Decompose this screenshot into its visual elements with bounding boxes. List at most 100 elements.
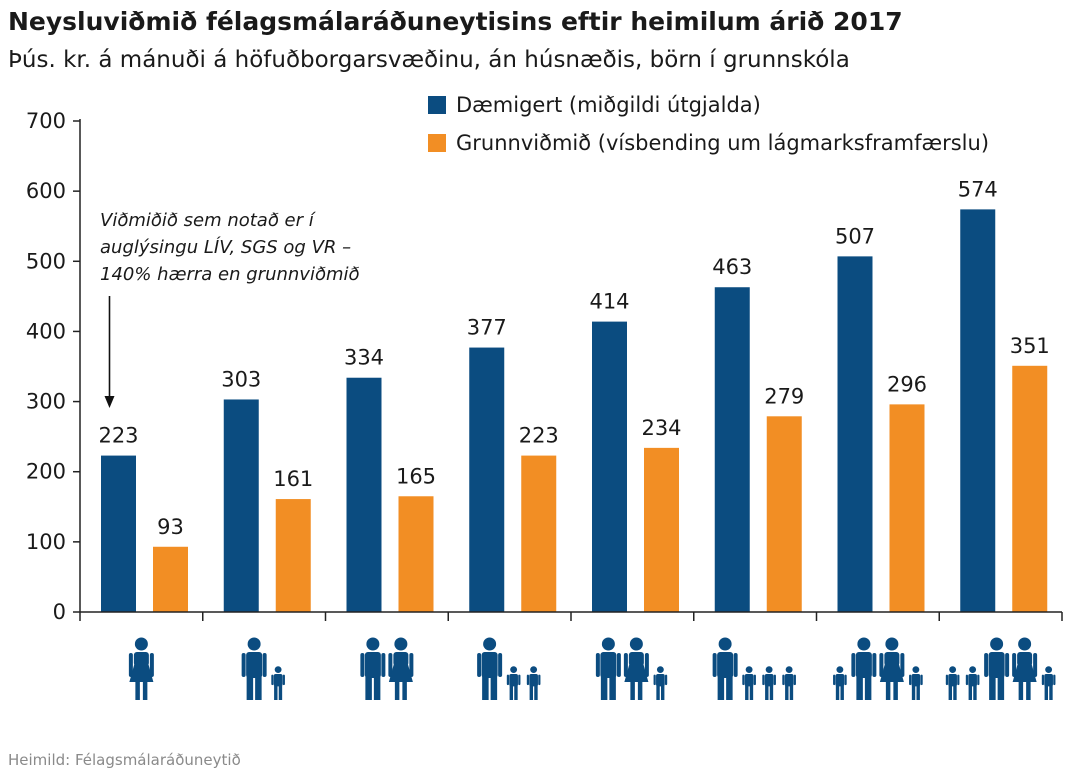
- bar-typical: [960, 209, 996, 612]
- leg: [835, 685, 840, 700]
- torso: [855, 652, 872, 678]
- leg: [514, 685, 518, 700]
- data-label: 377: [467, 316, 507, 340]
- arm: [518, 674, 521, 686]
- man-icon: [477, 637, 503, 700]
- leg: [142, 681, 148, 700]
- arm: [506, 674, 510, 686]
- arm: [872, 653, 877, 677]
- leg: [973, 685, 977, 700]
- arm: [271, 674, 274, 686]
- woman-icon: [388, 637, 414, 700]
- leg: [630, 681, 635, 700]
- body: [835, 673, 845, 687]
- leg: [482, 676, 489, 700]
- head: [912, 666, 920, 674]
- arm: [773, 674, 776, 686]
- data-label: 296: [887, 372, 927, 396]
- leg: [745, 685, 749, 700]
- arm: [381, 653, 386, 677]
- child-icon: [526, 666, 541, 700]
- man-icon: [241, 637, 267, 700]
- leg: [749, 685, 754, 700]
- bar-typical: [592, 321, 627, 612]
- arm: [733, 653, 738, 677]
- arm: [1041, 674, 1045, 686]
- torso: [481, 652, 498, 678]
- data-label: 234: [641, 416, 681, 440]
- head: [601, 637, 615, 651]
- head: [949, 666, 957, 674]
- arm: [920, 674, 923, 686]
- arm: [623, 653, 628, 677]
- leg: [893, 681, 898, 700]
- data-label: 303: [221, 367, 261, 391]
- torso: [133, 652, 149, 666]
- leg: [394, 681, 400, 700]
- leg: [989, 676, 996, 700]
- arm: [262, 653, 267, 677]
- chart-title: Neysluviðmið félagsmálaráðuneytisins eft…: [8, 7, 903, 36]
- arm: [1012, 653, 1017, 677]
- bar-typical: [837, 256, 873, 612]
- bar-base: [644, 447, 679, 612]
- arm: [1005, 653, 1010, 677]
- chart-subtitle: Þús. kr. á mánuði á höfuðborgarsvæðinu, …: [8, 47, 850, 73]
- bar-typical: [469, 347, 505, 612]
- head: [366, 637, 380, 651]
- arm: [360, 653, 365, 677]
- arm: [984, 653, 989, 677]
- body: [1044, 673, 1053, 687]
- head: [885, 637, 899, 651]
- bar-typical: [346, 377, 382, 612]
- head: [857, 637, 871, 651]
- head: [247, 637, 261, 651]
- torso: [884, 652, 900, 666]
- legend-swatch: [428, 134, 446, 152]
- arm: [616, 653, 621, 677]
- legend-swatch: [428, 96, 446, 114]
- arm: [282, 674, 285, 686]
- head: [510, 666, 518, 674]
- leg: [840, 685, 844, 700]
- arm: [977, 674, 980, 686]
- child-icon: [833, 666, 847, 700]
- arm: [595, 653, 600, 677]
- head: [836, 666, 844, 674]
- data-label: 463: [712, 255, 752, 279]
- annotation: Viðmiðið sem notað er í auglýsingu LÍV, S…: [100, 210, 360, 408]
- leg: [637, 681, 643, 700]
- leg: [274, 685, 278, 700]
- leg: [135, 681, 140, 700]
- arm: [644, 653, 649, 677]
- arm: [1053, 674, 1056, 686]
- head: [656, 666, 664, 674]
- arm: [965, 674, 969, 686]
- body: [911, 673, 921, 687]
- leg: [1026, 681, 1031, 700]
- body: [948, 673, 957, 687]
- bar-typical: [714, 287, 750, 612]
- arm: [900, 653, 905, 677]
- legend-label: Dæmigert (miðgildi útgjalda): [456, 93, 761, 117]
- bar-typical: [223, 399, 259, 612]
- head: [718, 637, 732, 651]
- head: [483, 637, 497, 651]
- y-tick-label: 500: [26, 249, 66, 273]
- leg: [968, 685, 973, 700]
- body: [509, 673, 518, 687]
- arm: [793, 674, 796, 686]
- data-label: 223: [519, 424, 559, 448]
- leg: [660, 685, 665, 700]
- leg: [373, 676, 381, 700]
- man-icon: [595, 637, 621, 700]
- data-label: 507: [835, 224, 875, 248]
- body: [744, 673, 754, 687]
- head: [530, 666, 538, 674]
- bar-base: [889, 404, 925, 612]
- head: [1018, 637, 1032, 651]
- leg: [997, 676, 1005, 700]
- arm: [653, 674, 656, 686]
- arm: [879, 653, 884, 677]
- arm: [498, 653, 503, 677]
